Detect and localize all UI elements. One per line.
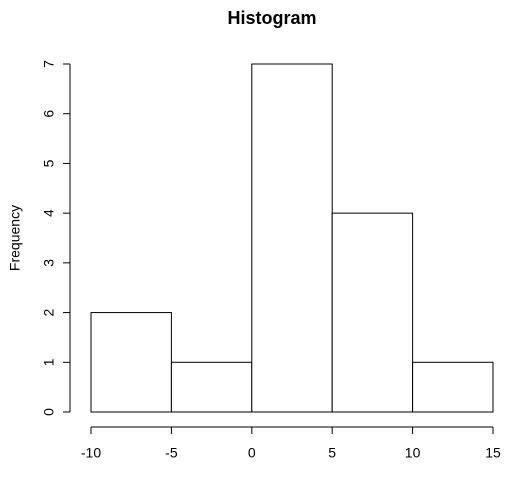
x-tick-label: -5 (165, 445, 178, 461)
y-tick-label: 0 (41, 408, 57, 416)
y-tick-label: 3 (41, 259, 57, 267)
x-tick-label: 0 (248, 445, 256, 461)
x-tick-label: 15 (485, 445, 501, 461)
x-tick-label: 5 (328, 445, 336, 461)
y-tick-label: 4 (41, 209, 57, 217)
y-tick-label: 1 (41, 358, 57, 366)
bar (331, 212, 414, 413)
chart-title: Histogram (227, 8, 316, 28)
x-tick-label: -10 (81, 445, 101, 461)
y-tick-label: 5 (41, 159, 57, 167)
bar (170, 361, 253, 413)
bar (251, 63, 333, 413)
y-tick-label: 2 (41, 308, 57, 316)
y-axis-label: Frequency (7, 205, 23, 271)
y-tick-label: 7 (41, 60, 57, 68)
bar (412, 361, 494, 413)
y-tick-label: 6 (41, 110, 57, 118)
bar (90, 312, 172, 413)
x-tick-label: 10 (405, 445, 421, 461)
